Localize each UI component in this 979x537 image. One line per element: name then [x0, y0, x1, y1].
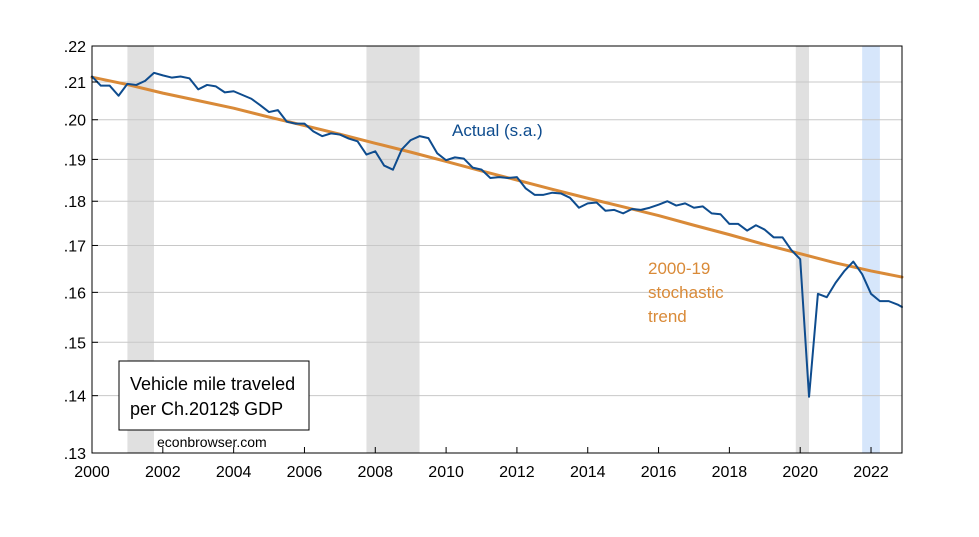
x-tick-label-11: 2022 — [853, 464, 889, 481]
y-tick-label-4: .17 — [64, 238, 86, 255]
x-tick-label-9: 2018 — [712, 464, 748, 481]
y-tick-label-1: .14 — [64, 389, 86, 406]
y-axis: .13 .14 .15 .16 .17 .18 .19 .20 .21 .22 — [64, 39, 98, 463]
y-tick-label-0: .13 — [64, 446, 86, 463]
watermark: econbrowser.com — [157, 434, 267, 450]
x-tick-label-1: 2002 — [145, 464, 181, 481]
actual-series-label: Actual (s.a.) — [452, 121, 543, 140]
y-tick-label-8: .21 — [64, 75, 86, 92]
description-box — [118, 360, 310, 431]
x-tick-label-2: 2004 — [216, 464, 252, 481]
plot-frame — [91, 45, 903, 454]
x-tick-label-5: 2010 — [428, 464, 464, 481]
y-tick-label-3: .16 — [64, 285, 86, 302]
series-layer — [90, 71, 904, 398]
x-axis: 2000 2002 2004 2006 2008 2010 2012 2014 2016 2018… — [74, 447, 889, 481]
trend-label-line-1: 2000-19 — [648, 259, 710, 278]
trend-label-line-2: stochastic — [648, 283, 724, 302]
shaded-period-3 — [862, 46, 880, 453]
x-tick-label-8: 2016 — [641, 464, 677, 481]
description-line-1: Vehicle mile traveled — [130, 374, 295, 394]
x-tick-label-0: 2000 — [74, 464, 110, 481]
x-tick-label-4: 2008 — [357, 464, 393, 481]
x-tick-label-7: 2014 — [570, 464, 606, 481]
shaded-period-1 — [366, 46, 420, 453]
description-line-2: per Ch.2012$ GDP — [130, 399, 283, 419]
shaded-period-2 — [795, 46, 810, 453]
y-tick-label-6: .19 — [64, 152, 86, 169]
x-tick-label-6: 2012 — [499, 464, 535, 481]
series-line-actual — [91, 71, 903, 398]
x-tick-label-10: 2020 — [782, 464, 818, 481]
y-tick-label-9: .22 — [64, 39, 86, 56]
x-tick-label-3: 2006 — [287, 464, 323, 481]
series-line-trend — [90, 75, 904, 279]
y-tick-label-2: .15 — [64, 335, 86, 352]
trend-label-line-3: trend — [648, 307, 687, 326]
trend-series-label: 2000-19 stochastic trend — [648, 259, 724, 326]
shaded-periods — [127, 46, 880, 453]
y-tick-label-7: .20 — [64, 113, 86, 130]
y-tick-label-5: .18 — [64, 194, 86, 211]
